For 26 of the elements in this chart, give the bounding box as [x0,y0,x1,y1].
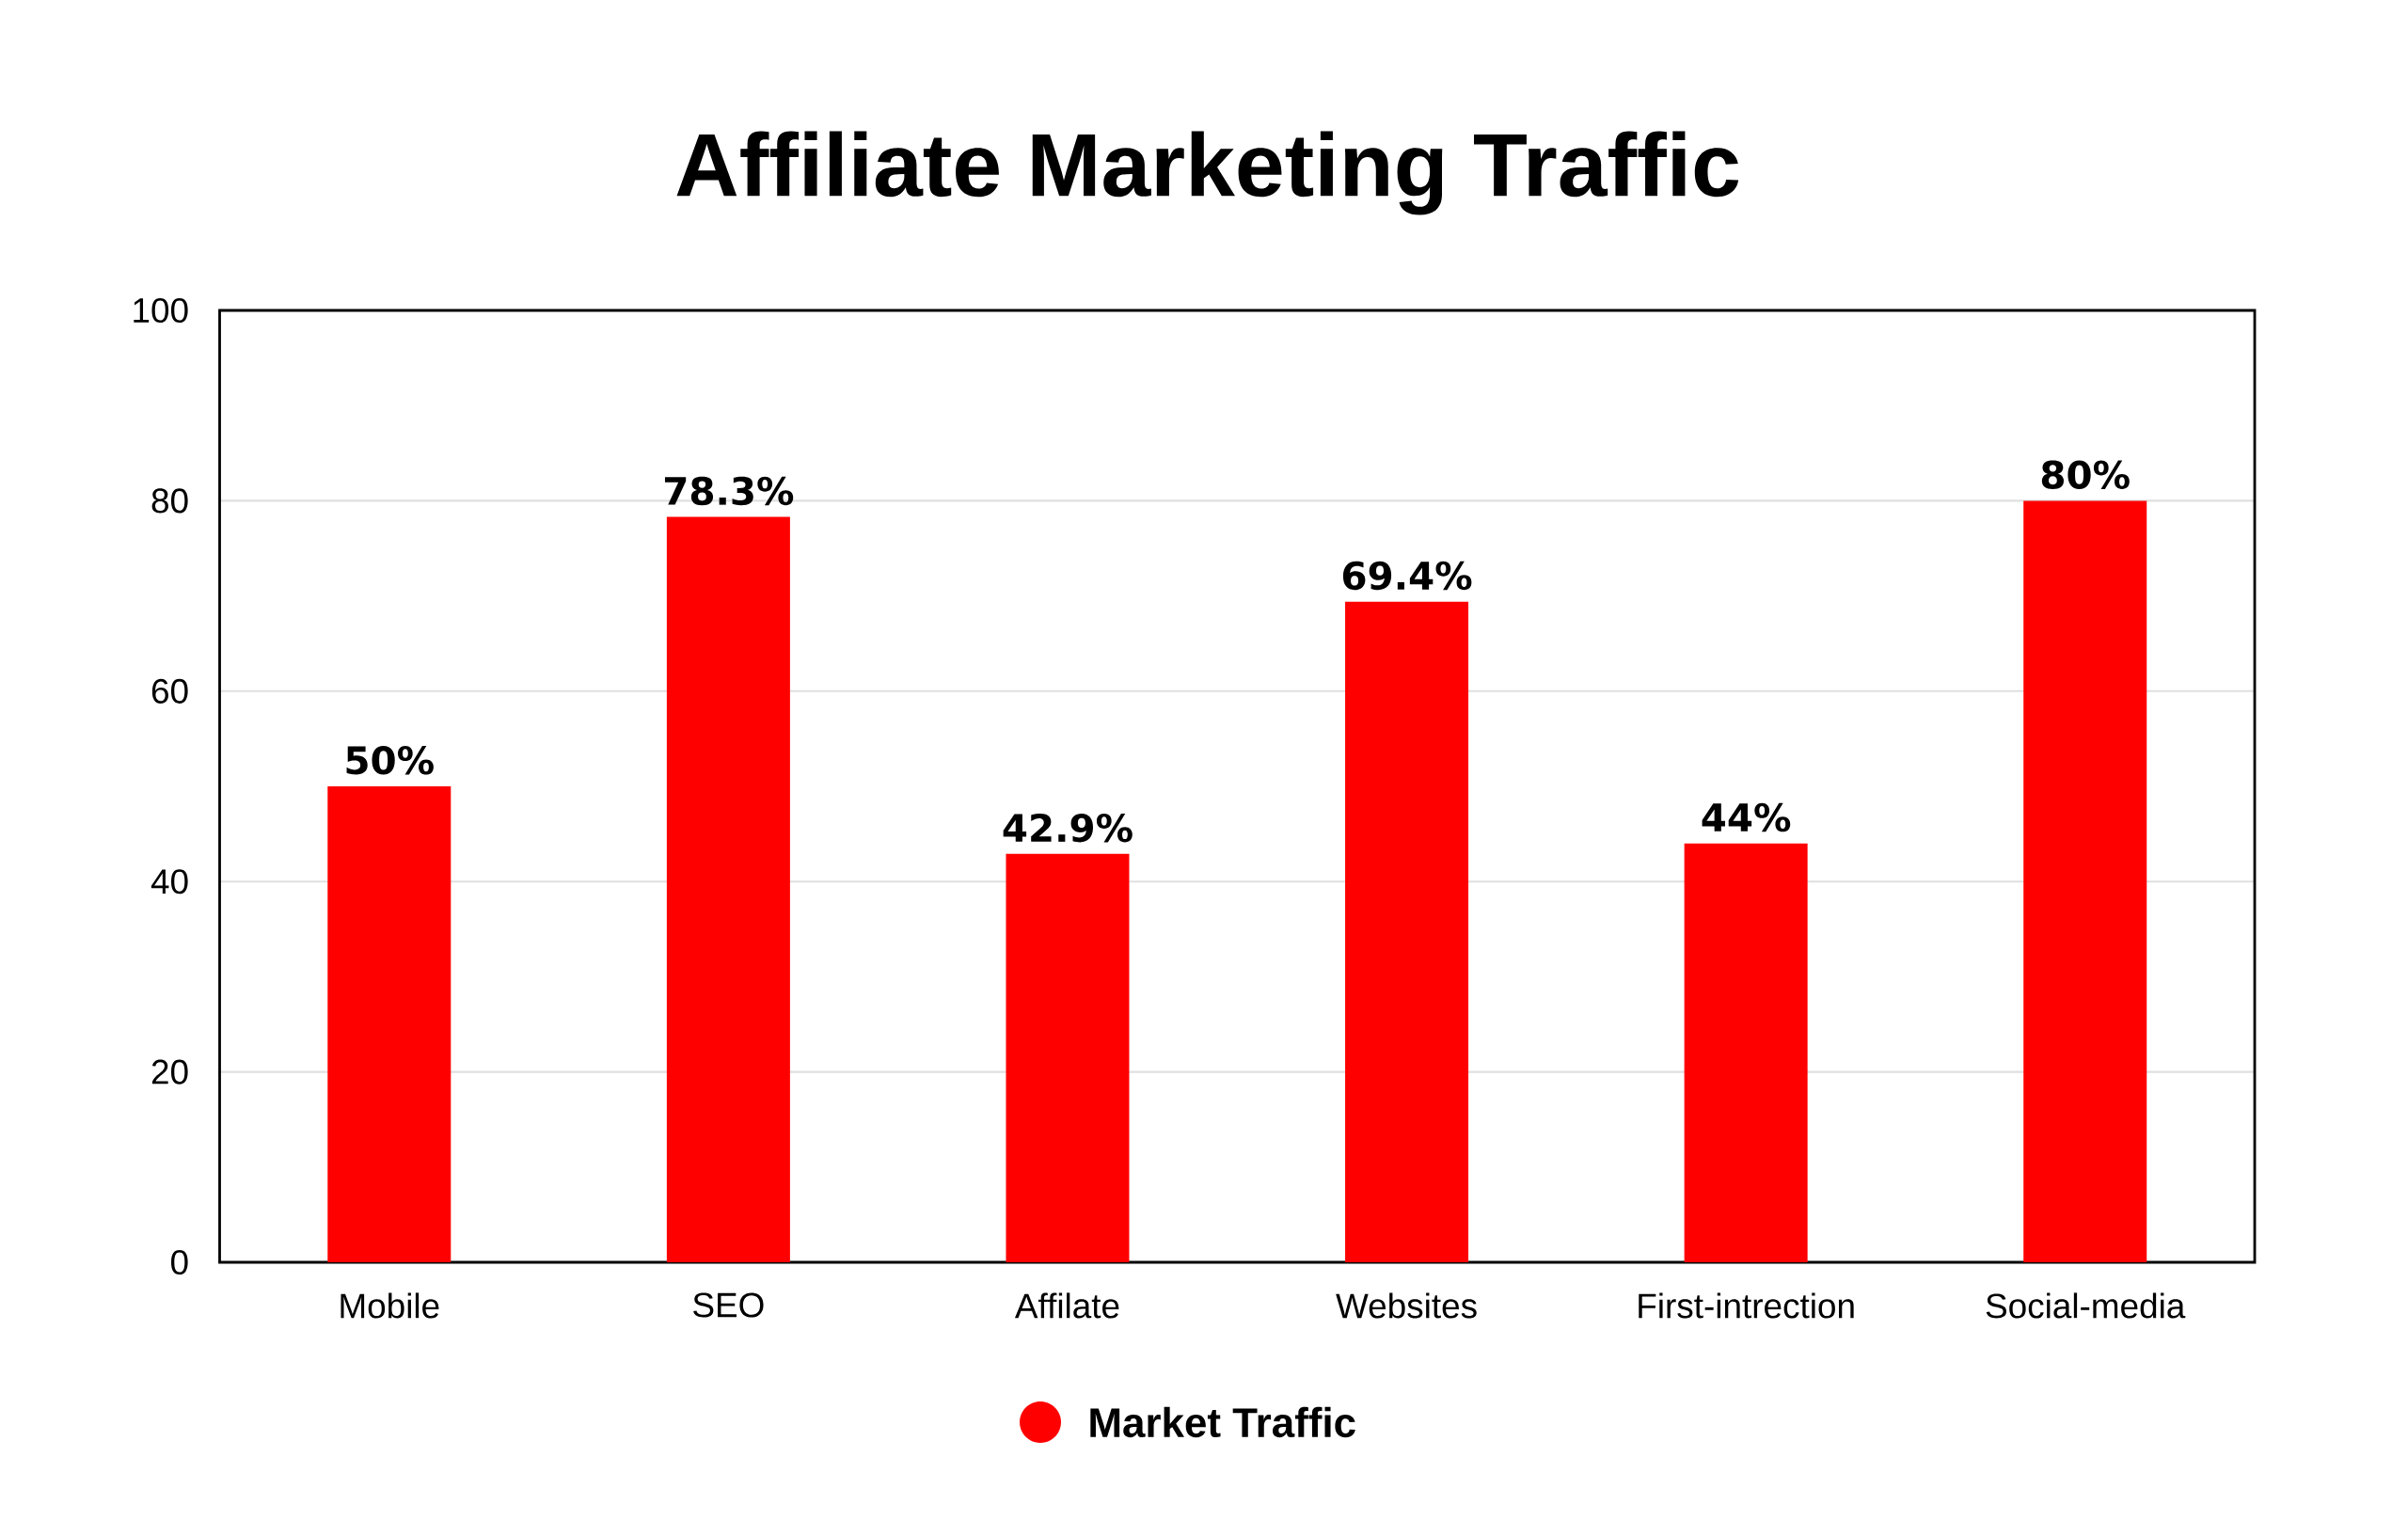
y-tick-label: 20 [151,1059,188,1085]
y-tick-label: 100 [134,297,188,324]
chart-title: Affiliate Marketing Traffic [676,131,1739,215]
data-label: 78.3% [664,476,794,506]
bar [1684,843,1808,1262]
legend-label: Market Traffic [1090,1406,1355,1438]
data-label: 80% [2041,460,2130,489]
bar [1345,601,1469,1262]
x-tick-label: Social-media [1986,1292,2186,1319]
y-tick-label: 80 [151,488,188,514]
y-tick-label: 60 [151,678,188,704]
data-label: 50% [346,746,434,775]
x-tick-label: SEO [693,1292,764,1318]
x-tick-label: First-intrection [1639,1292,1854,1319]
x-tick-label: Websites [1336,1292,1477,1319]
y-tick-label: 40 [150,869,188,895]
bar [2023,500,2147,1262]
data-label: 42.9% [1003,813,1133,843]
data-label: 44% [1702,802,1791,832]
x-tick-label: Affilate [1014,1292,1119,1319]
bar [327,786,452,1262]
data-label: 69.4% [1342,561,1472,591]
bar [666,516,790,1262]
bar [1006,853,1130,1262]
y-tick-label: 0 [171,1249,188,1275]
x-tick-label: Mobile [341,1292,439,1319]
